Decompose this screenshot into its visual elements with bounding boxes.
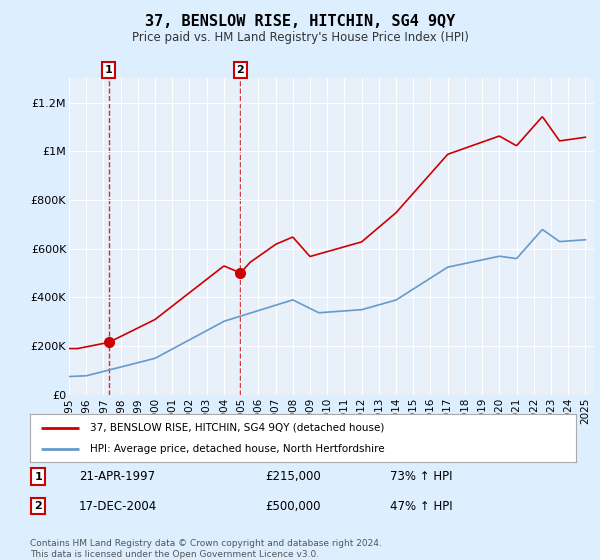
Text: £500,000: £500,000 — [265, 500, 320, 513]
Text: 21-APR-1997: 21-APR-1997 — [79, 470, 155, 483]
Text: 2: 2 — [236, 65, 244, 75]
Text: 2: 2 — [34, 501, 42, 511]
Text: Price paid vs. HM Land Registry's House Price Index (HPI): Price paid vs. HM Land Registry's House … — [131, 31, 469, 44]
Text: 73% ↑ HPI: 73% ↑ HPI — [391, 470, 453, 483]
Text: HPI: Average price, detached house, North Hertfordshire: HPI: Average price, detached house, Nort… — [90, 444, 385, 454]
Text: Contains HM Land Registry data © Crown copyright and database right 2024.
This d: Contains HM Land Registry data © Crown c… — [30, 539, 382, 559]
Text: 47% ↑ HPI: 47% ↑ HPI — [391, 500, 453, 513]
Text: 37, BENSLOW RISE, HITCHIN, SG4 9QY (detached house): 37, BENSLOW RISE, HITCHIN, SG4 9QY (deta… — [90, 423, 385, 433]
Text: 1: 1 — [34, 472, 42, 482]
Text: 17-DEC-2004: 17-DEC-2004 — [79, 500, 157, 513]
Text: £215,000: £215,000 — [265, 470, 320, 483]
Text: 1: 1 — [105, 65, 112, 75]
Text: 37, BENSLOW RISE, HITCHIN, SG4 9QY: 37, BENSLOW RISE, HITCHIN, SG4 9QY — [145, 14, 455, 29]
